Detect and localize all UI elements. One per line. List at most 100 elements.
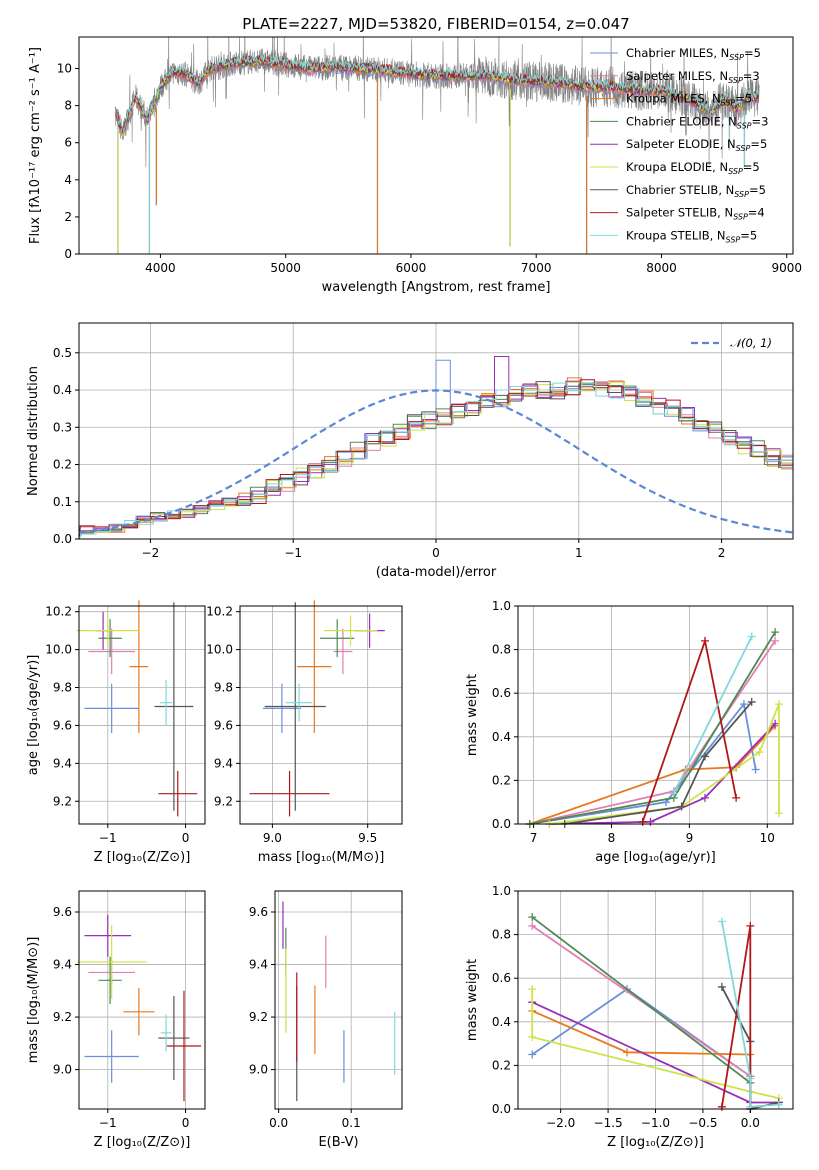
y-tick-label: 8	[64, 99, 72, 113]
y-tick-label: 0.3	[53, 420, 72, 434]
x-axis-label: E(B-V)	[318, 1135, 358, 1150]
panel-residual-histogram: −2 −1 0 1 2 0.0 0.1 0.2 0.3 0.4 0.5 (data-model)/er…	[26, 322, 794, 580]
y-tick-label: 9.2	[249, 1010, 268, 1024]
x-tick-label: 8000	[646, 261, 677, 275]
y-tick-label: 10	[57, 62, 72, 76]
x-axis-label: age [log₁₀(age/yr)]	[595, 850, 716, 865]
plus-marker	[751, 765, 760, 774]
y-tick-label: 9.2	[53, 1010, 72, 1024]
x-tick-label: −0.5	[688, 1116, 717, 1130]
y-tick-label: 9.6	[53, 718, 72, 732]
plus-marker	[700, 752, 709, 761]
plus-marker	[771, 628, 780, 637]
figure-title: PLATE=2227, MJD=53820, FIBERID=0154, z=0…	[242, 15, 629, 33]
spectrum-plot-area	[114, 37, 760, 254]
legend-name: Kroupa ELODIE, N	[626, 160, 728, 174]
y-tick-label: 0.1	[53, 495, 72, 509]
y-tick-label: 9.0	[53, 1063, 72, 1077]
legend-subscript: SSP	[721, 99, 736, 108]
axes-frame	[239, 605, 403, 825]
y-axis-label: mass [log₁₀(M/M⊙)]	[26, 937, 41, 1064]
axes-frame	[78, 36, 794, 255]
y-tick-label: 0.4	[53, 383, 72, 397]
axes-frame	[78, 890, 206, 1110]
y-axis-label: Flux [fλ10⁻¹⁷ erg cm⁻² s⁻¹ A⁻¹]	[28, 47, 43, 244]
y-tick-label: 9.6	[214, 718, 233, 732]
legend-name: Chabrier MILES, N	[626, 46, 729, 60]
panel-metallicity-vs-mass: −1 0 9.0 9.2 9.4 9.6 Z [log₁₀(Z/Z⊙)] mass [log₁…	[26, 890, 206, 1150]
panel-mass-vs-age: 9.0 9.5 9.2 9.4 9.6 9.8 10.0 10.2 mass [log₁₀(M/…	[206, 600, 403, 865]
plus-marker	[746, 921, 755, 930]
legend-label: Salpeter MILES, NSSP=3	[626, 69, 760, 85]
legend-label-normal: 𝒩(0, 1)	[730, 336, 772, 350]
y-tick-label: 0.6	[492, 686, 511, 700]
y-tick-label: 10.0	[206, 643, 233, 657]
legend-name: Salpeter MILES, N	[626, 69, 728, 83]
x-tick-label: 9.0	[263, 831, 282, 845]
legend-label: Salpeter ELODIE, NSSP=5	[626, 137, 767, 153]
histogram-step	[79, 382, 793, 539]
normal-curve	[79, 389, 793, 534]
y-axis-label: mass weight	[465, 959, 480, 1041]
y-axis-label: Normed distribution	[26, 366, 41, 496]
y-tick-label: 9.6	[249, 905, 268, 919]
y-tick-label: 10.2	[206, 605, 233, 619]
y-tick-label: 0.0	[492, 1102, 511, 1116]
axes-frame	[517, 605, 794, 825]
histogram-step	[79, 383, 793, 539]
legend-value: =5	[744, 46, 761, 60]
plus-marker	[677, 802, 686, 811]
x-tick-label: 9000	[771, 261, 802, 275]
axes-frame	[274, 890, 403, 1110]
y-tick-label: 0.0	[53, 532, 72, 546]
panel-metallicity-vs-age: −1 0 9.2 9.4 9.6 9.8 10.0 10.2 Z [log₁₀(Z/Z⊙)] ag…	[26, 600, 206, 865]
plus-marker	[638, 817, 647, 826]
plus-marker	[528, 1033, 537, 1042]
x-tick-label: −1	[99, 1116, 117, 1130]
legend-value: =5	[740, 228, 757, 242]
legend-subscript: SSP	[728, 76, 743, 85]
plus-marker	[717, 1102, 726, 1111]
plus-marker	[774, 1100, 783, 1109]
histogram-step	[79, 379, 793, 539]
x-tick-label: 9.5	[358, 831, 377, 845]
y-tick-label: 9.4	[53, 756, 72, 770]
y-tick-label: 0.5	[53, 346, 72, 360]
x-tick-label: 7	[530, 831, 538, 845]
legend-subscript: SSP	[736, 144, 751, 153]
plus-marker	[528, 1050, 537, 1059]
legend-name: Chabrier ELODIE, N	[626, 114, 737, 128]
x-tick-label: 10	[760, 831, 775, 845]
x-tick-label: 1	[575, 546, 583, 560]
legend-subscript: SSP	[729, 53, 744, 62]
x-tick-label: 0.0	[741, 1116, 760, 1130]
y-tick-label: 0.4	[492, 1015, 511, 1029]
legend-subscript: SSP	[726, 235, 741, 244]
legend-name: Kroupa MILES, N	[626, 92, 721, 106]
x-axis-label: mass [log₁₀(M/M⊙)]	[258, 850, 385, 865]
legend-label: Kroupa ELODIE, NSSP=5	[626, 160, 760, 176]
plus-marker	[717, 917, 726, 926]
x-axis-label: (data-model)/error	[376, 565, 497, 580]
weight-line	[564, 701, 753, 825]
legend-label: Chabrier MILES, NSSP=5	[626, 46, 761, 62]
y-tick-label: 9.4	[53, 958, 72, 972]
x-tick-label: 9	[686, 831, 694, 845]
x-tick-label: 7000	[521, 261, 552, 275]
plus-marker	[528, 913, 537, 922]
plus-marker	[774, 809, 783, 818]
plus-marker	[700, 793, 709, 802]
x-axis-label: Z [log₁₀(Z/Z⊙)]	[94, 850, 191, 865]
y-tick-label: 9.4	[249, 958, 268, 972]
x-tick-label: 6000	[396, 261, 427, 275]
plus-marker	[528, 985, 537, 994]
plus-marker	[669, 789, 678, 798]
y-tick-label: 9.2	[53, 794, 72, 808]
y-tick-label: 0.6	[492, 971, 511, 985]
legend-value: =5	[749, 183, 766, 197]
panel-spectrum: 4000 5000 6000 7000 8000 9000 0 2 4 6 8 10 wavelengt…	[28, 36, 802, 295]
axes-frame	[78, 605, 206, 825]
y-tick-label: 0.4	[492, 730, 511, 744]
legend-value: =5	[735, 92, 752, 106]
plus-marker	[771, 636, 780, 645]
